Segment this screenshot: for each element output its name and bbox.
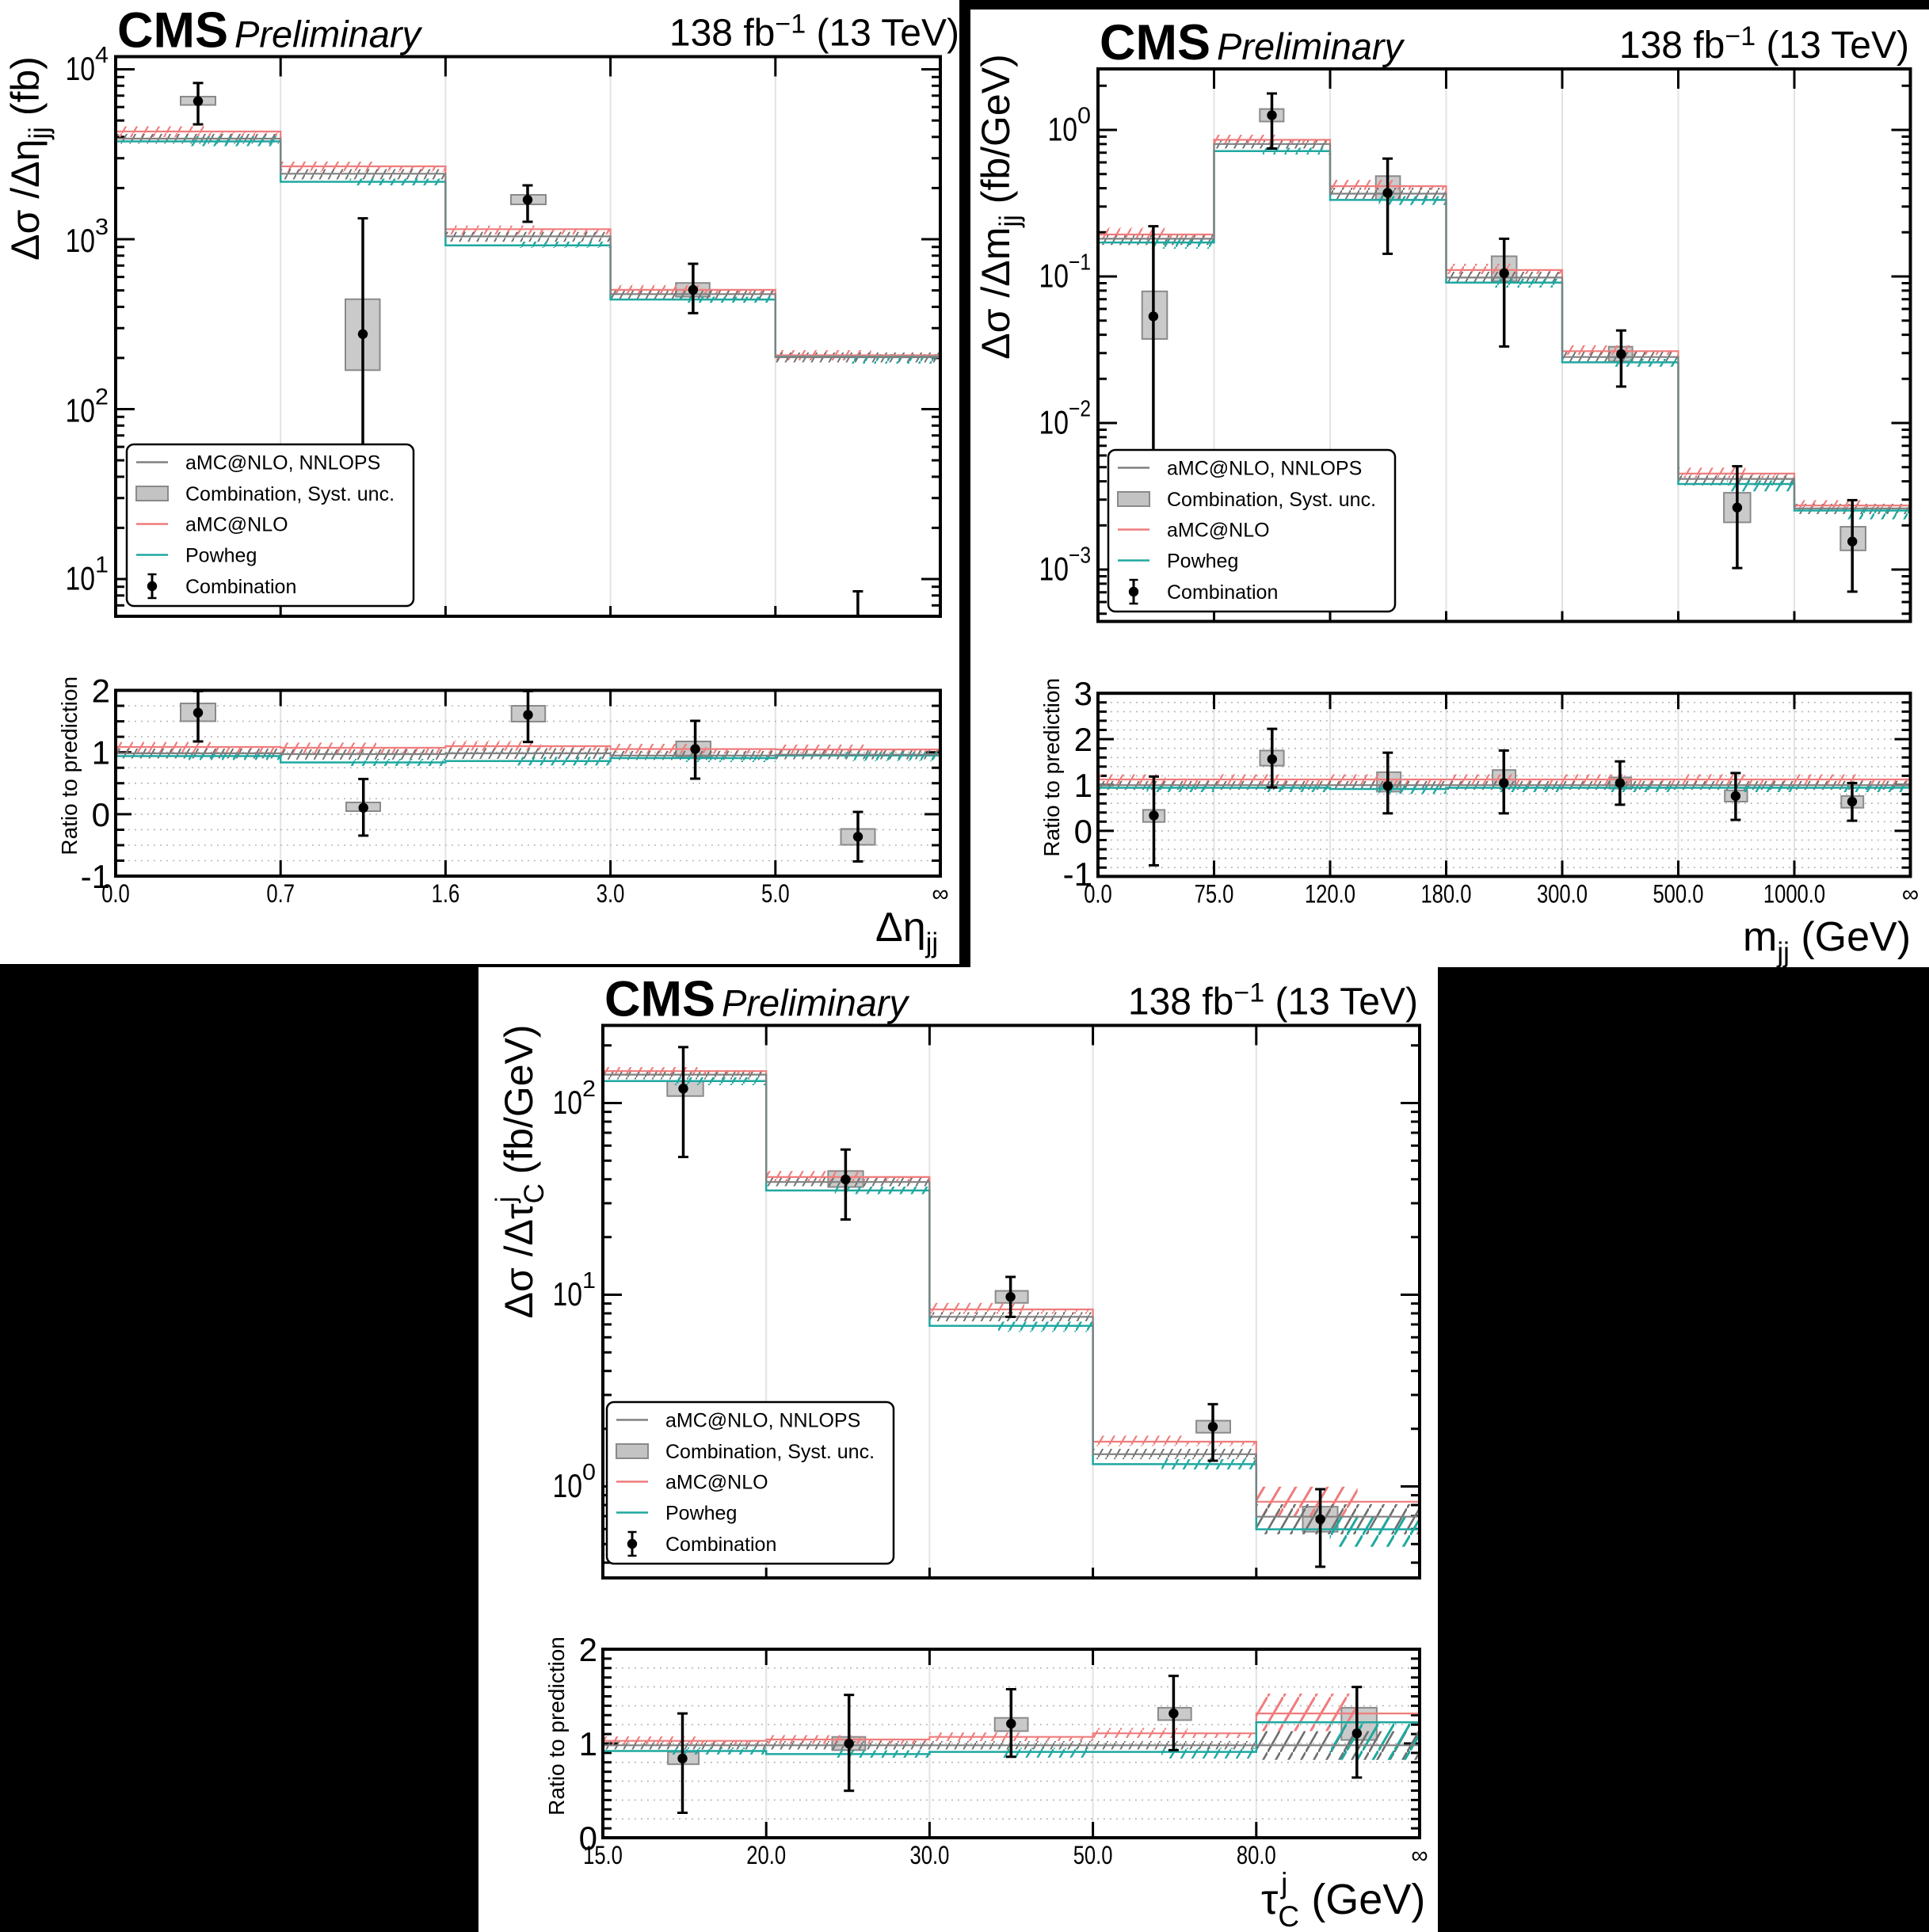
svg-text:10: 10	[66, 392, 96, 429]
svg-text:Powheg: Powheg	[185, 545, 257, 567]
svg-text:0: 0	[1077, 104, 1091, 129]
svg-text:1: 1	[1074, 767, 1092, 804]
svg-text:5.0: 5.0	[761, 879, 790, 908]
svg-text:Δηjj: Δηjj	[875, 905, 938, 958]
svg-text:0.7: 0.7	[266, 879, 295, 908]
svg-text:-1: -1	[81, 858, 110, 895]
svg-text:10: 10	[66, 560, 96, 597]
svg-text:Combination: Combination	[185, 576, 296, 598]
svg-text:1: 1	[92, 734, 110, 772]
svg-text:0.0: 0.0	[1084, 879, 1112, 908]
svg-text:138 fb−1 (13 TeV): 138 fb−1 (13 TeV)	[1619, 21, 1909, 67]
svg-text:1000.0: 1000.0	[1763, 879, 1825, 908]
svg-text:2: 2	[582, 1077, 596, 1102]
svg-text:Powheg: Powheg	[1167, 551, 1238, 573]
svg-text:−1: −1	[1069, 250, 1091, 276]
svg-text:2: 2	[579, 1631, 597, 1668]
svg-text:138 fb−1 (13 TeV): 138 fb−1 (13 TeV)	[1128, 978, 1418, 1023]
svg-text:CMS: CMS	[1100, 15, 1210, 70]
svg-text:Ratio to prediction: Ratio to prediction	[544, 1637, 569, 1816]
svg-text:Combination, Syst. unc.: Combination, Syst. unc.	[665, 1441, 875, 1463]
svg-text:Preliminary: Preliminary	[1217, 25, 1405, 67]
svg-text:0: 0	[92, 796, 110, 833]
svg-text:aMC@NLO, NNLOPS: aMC@NLO, NNLOPS	[1167, 458, 1362, 480]
svg-text:Combination: Combination	[1167, 581, 1278, 604]
svg-text:Preliminary: Preliminary	[722, 982, 910, 1024]
svg-text:Δσ /ΔτCj (fb/GeV): Δσ /ΔτCj (fb/GeV)	[490, 1024, 550, 1318]
svg-text:50.0: 50.0	[1073, 1841, 1113, 1869]
svg-text:10: 10	[1039, 257, 1069, 295]
svg-text:30.0: 30.0	[910, 1841, 950, 1869]
svg-text:0: 0	[1074, 813, 1092, 850]
svg-text:0: 0	[582, 1460, 596, 1485]
svg-text:aMC@NLO: aMC@NLO	[665, 1472, 768, 1494]
svg-text:Combination, Syst. unc.: Combination, Syst. unc.	[185, 483, 395, 505]
svg-text:3: 3	[95, 215, 109, 240]
svg-text:180.0: 180.0	[1420, 879, 1471, 908]
svg-text:1: 1	[95, 553, 109, 578]
svg-text:1: 1	[582, 1268, 596, 1294]
svg-text:Powheg: Powheg	[665, 1503, 737, 1525]
svg-text:138 fb−1 (13 TeV): 138 fb−1 (13 TeV)	[669, 10, 959, 55]
svg-text:Ratio to prediction: Ratio to prediction	[1039, 678, 1064, 857]
svg-text:Preliminary: Preliminary	[234, 13, 423, 55]
svg-text:1.6: 1.6	[432, 879, 460, 908]
svg-text:0.0: 0.0	[101, 879, 130, 908]
svg-text:∞: ∞	[932, 881, 948, 907]
svg-text:10: 10	[1048, 111, 1078, 148]
svg-text:mjj (GeV): mjj (GeV)	[1743, 914, 1911, 968]
svg-text:10: 10	[1039, 404, 1069, 441]
svg-text:∞: ∞	[1411, 1842, 1428, 1869]
svg-text:80.0: 80.0	[1237, 1841, 1276, 1869]
svg-text:aMC@NLO: aMC@NLO	[1167, 520, 1270, 542]
svg-text:aMC@NLO: aMC@NLO	[185, 514, 288, 536]
svg-text:10: 10	[553, 1275, 583, 1313]
svg-text:CMS: CMS	[604, 972, 715, 1027]
svg-text:2: 2	[92, 673, 110, 710]
svg-text:2: 2	[95, 385, 109, 410]
svg-text:300.0: 300.0	[1537, 879, 1588, 908]
svg-text:10: 10	[553, 1467, 583, 1504]
svg-text:Δσ /Δηjj (fb): Δσ /Δηjj (fb)	[3, 56, 55, 261]
svg-text:∞: ∞	[1902, 881, 1919, 907]
svg-text:3: 3	[1074, 675, 1092, 712]
svg-text:2: 2	[1074, 721, 1092, 758]
svg-text:3.0: 3.0	[597, 879, 625, 908]
svg-text:4: 4	[95, 43, 109, 68]
svg-text:Δσ /Δmjj (fb/GeV): Δσ /Δmjj (fb/GeV)	[974, 54, 1025, 360]
svg-text:CMS: CMS	[117, 3, 228, 59]
svg-text:1: 1	[579, 1725, 597, 1762]
svg-text:−2: −2	[1069, 397, 1091, 422]
svg-text:75.0: 75.0	[1195, 879, 1234, 908]
svg-text:120.0: 120.0	[1305, 879, 1355, 908]
svg-text:Combination, Syst. unc.: Combination, Syst. unc.	[1167, 489, 1376, 511]
svg-text:−3: −3	[1069, 543, 1091, 569]
svg-text:0: 0	[579, 1820, 597, 1857]
svg-text:10: 10	[66, 50, 96, 87]
svg-text:τCj (GeV): τCj (GeV)	[1261, 1867, 1425, 1932]
svg-text:10: 10	[553, 1084, 583, 1121]
svg-text:aMC@NLO, NNLOPS: aMC@NLO, NNLOPS	[185, 452, 380, 474]
svg-text:Ratio to prediction: Ratio to prediction	[57, 676, 82, 855]
svg-text:20.0: 20.0	[746, 1841, 786, 1869]
svg-text:Combination: Combination	[665, 1534, 776, 1556]
svg-text:10: 10	[1039, 551, 1069, 588]
svg-text:15.0: 15.0	[583, 1841, 623, 1869]
svg-text:-1: -1	[1063, 855, 1092, 893]
svg-text:aMC@NLO, NNLOPS: aMC@NLO, NNLOPS	[665, 1410, 860, 1432]
svg-text:500.0: 500.0	[1653, 879, 1703, 908]
svg-text:10: 10	[66, 222, 96, 259]
